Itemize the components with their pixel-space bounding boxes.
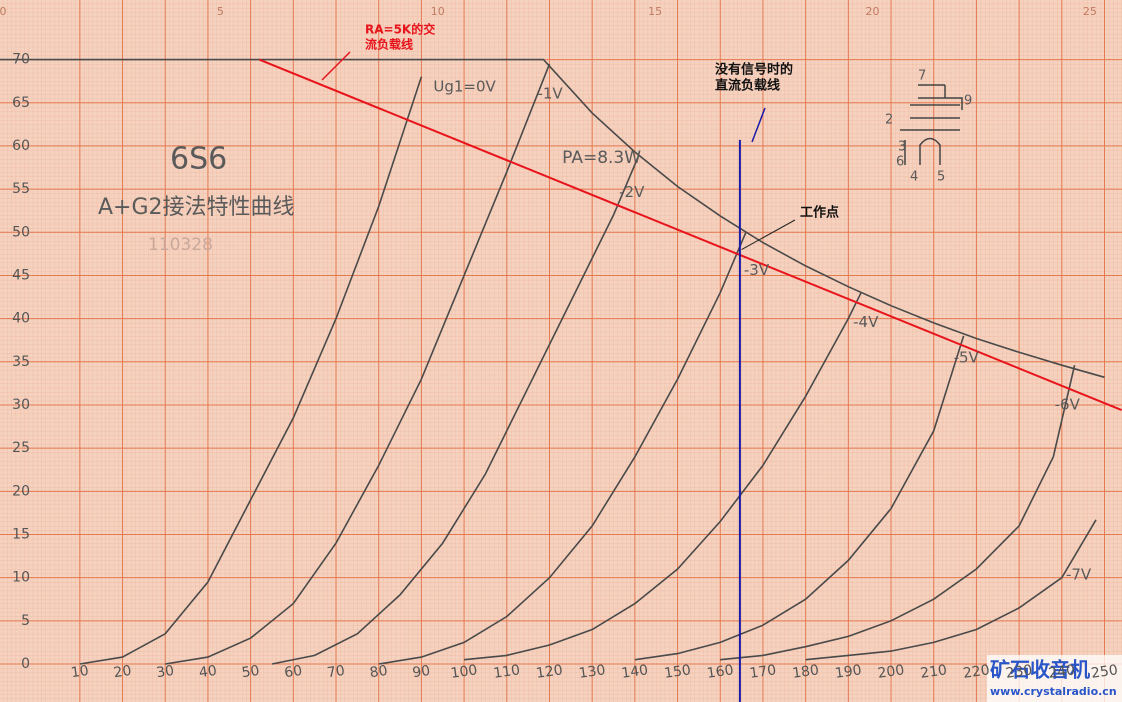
series-label: -4V — [853, 313, 879, 331]
series-label: Ug1=0V — [433, 77, 496, 95]
x-tick-label: 220 — [962, 662, 991, 682]
series-line — [805, 519, 1097, 661]
series-line — [634, 335, 965, 661]
x-tick-label: 140 — [621, 662, 650, 682]
x-tick-label: 200 — [877, 662, 906, 682]
series-line — [720, 365, 1076, 661]
dc-pointer — [751, 107, 766, 143]
series-line — [464, 292, 862, 661]
tube-pins: 7 9 2 3 6 4 5 — [885, 69, 972, 185]
x2-tick-label: 15 — [648, 5, 662, 18]
y-tick-label: 10 — [12, 570, 30, 586]
chart-title: 6S6 — [170, 142, 227, 177]
operating-point — [741, 219, 796, 250]
dc-load-label: 直流负载线 — [715, 78, 780, 94]
pin: 7 — [918, 69, 926, 84]
y-tick-label: 70 — [12, 52, 30, 68]
y-tick-label: 40 — [12, 311, 30, 327]
x-tick-label: 240 — [1047, 662, 1076, 682]
x-tick-label: 20 — [113, 663, 133, 681]
series-label: -7V — [1066, 565, 1092, 583]
serial: 110328 — [148, 235, 213, 255]
y-tick-label: 20 — [12, 483, 30, 499]
y-tick-label: 65 — [12, 95, 30, 111]
pin: 4 — [910, 170, 918, 185]
watermark-bg — [987, 655, 1122, 702]
x-tick-label: 70 — [326, 663, 346, 681]
series-line — [258, 58, 1122, 412]
x2-tick-label: 0 — [0, 5, 7, 18]
y-tick-label: 25 — [12, 440, 30, 456]
series-label: -3V — [744, 261, 770, 279]
series-line — [165, 63, 551, 665]
dc-load-label: 没有信号时的 — [715, 62, 793, 78]
chart-subtitle: A+G2接法特性曲线 — [98, 195, 295, 220]
x-tick-label: 100 — [450, 662, 479, 682]
y-tick-label: 60 — [12, 138, 30, 154]
y-tick-label: 50 — [12, 224, 30, 240]
pin: 2 — [885, 113, 893, 128]
x-tick-label: 250 — [1090, 662, 1119, 682]
series-label: PA=8.3W — [562, 148, 641, 168]
x-tick-label: 110 — [492, 662, 521, 682]
x-tick-label: 80 — [369, 663, 389, 681]
y-tick-label: 35 — [12, 354, 30, 370]
pin: 3 — [898, 140, 906, 155]
x2-tick-label: 20 — [865, 5, 879, 18]
x-tick-label: 10 — [70, 663, 90, 681]
x-tick-label: 40 — [198, 663, 218, 681]
tube-symbol — [900, 84, 963, 165]
y-tick-label: 55 — [12, 181, 30, 197]
series-line — [378, 231, 747, 665]
ac-load-label: RA=5K的交 — [365, 22, 435, 37]
ac-load-label: 流负载线 — [365, 37, 413, 52]
series-label: -5V — [954, 348, 980, 366]
series-line — [271, 154, 640, 665]
series-label: -6V — [1055, 396, 1081, 414]
y-tick-label: 5 — [21, 613, 30, 629]
plot — [0, 58, 1122, 702]
x-tick-label: 210 — [919, 662, 948, 682]
pin: 9 — [964, 94, 972, 109]
x-tick-label: 170 — [749, 662, 778, 682]
operating-point-label: 工作点 — [800, 205, 839, 221]
x-tick-label: 90 — [411, 663, 431, 681]
pin: 5 — [937, 170, 945, 185]
y-tick-label: 45 — [12, 267, 30, 283]
x-tick-label: 190 — [834, 662, 863, 682]
ac-pointer — [321, 51, 351, 81]
x2-tick-label: 5 — [217, 5, 224, 18]
series-label: -1V — [537, 84, 563, 102]
x-tick-label: 150 — [663, 662, 692, 682]
x-tick-label: 50 — [241, 663, 261, 681]
series-line — [79, 76, 423, 665]
x2-tick-label: 25 — [1083, 5, 1097, 18]
x-tick-label: 130 — [578, 662, 607, 682]
x-tick-label: 160 — [706, 662, 735, 682]
y-tick-label: 15 — [12, 526, 30, 542]
y-tick-label: 0 — [21, 656, 30, 672]
watermark: 矿石收音机 — [990, 658, 1090, 682]
y-tick-label: 30 — [12, 397, 30, 413]
x-tick-label: 120 — [535, 662, 564, 682]
watermark-url: www.crystalradio.cn — [990, 685, 1117, 698]
x-tick-label: 180 — [791, 662, 820, 682]
x-tick-label: 30 — [155, 663, 175, 681]
pin: 6 — [896, 155, 904, 170]
x-tick-label: 60 — [283, 663, 303, 681]
x2-tick-label: 10 — [431, 5, 445, 18]
series-line — [0, 58, 1105, 379]
x-tick-label: 230 — [1005, 662, 1034, 682]
series-label: -2V — [619, 183, 645, 201]
